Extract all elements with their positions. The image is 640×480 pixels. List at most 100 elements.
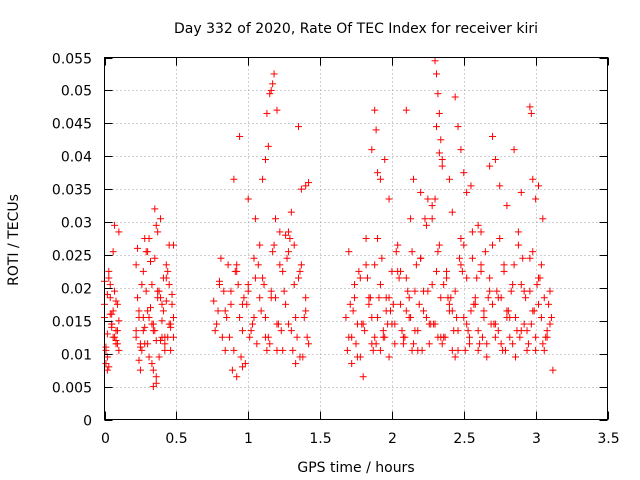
scatter-point xyxy=(106,281,114,289)
scatter-point xyxy=(260,281,268,289)
scatter-point xyxy=(417,254,425,262)
scatter-point xyxy=(233,261,241,269)
scatter-point xyxy=(489,300,497,308)
scatter-point xyxy=(261,156,269,164)
scatter-point xyxy=(432,123,440,131)
scatter-point xyxy=(500,267,508,275)
scatter-point xyxy=(155,353,163,361)
scatter-point xyxy=(244,195,252,203)
scatter-point xyxy=(398,327,406,335)
scatter-point xyxy=(342,313,350,321)
scatter-point xyxy=(351,294,359,302)
scatter-point xyxy=(491,156,499,164)
scatter-point xyxy=(250,313,258,321)
scatter-point xyxy=(496,235,504,242)
scatter-point xyxy=(371,106,379,114)
x-tick-label: 1 xyxy=(244,431,253,447)
scatter-point xyxy=(533,281,541,289)
scatter-point xyxy=(381,156,389,164)
scatter-point xyxy=(287,327,295,335)
scatter-point xyxy=(300,313,308,321)
x-tick-label: 3 xyxy=(532,431,541,447)
scatter-point xyxy=(451,93,459,101)
scatter-point xyxy=(513,327,521,335)
scatter-point xyxy=(263,109,271,117)
scatter-point xyxy=(481,248,489,256)
scatter-point xyxy=(424,195,432,203)
scatter-point xyxy=(302,307,310,315)
scatter-point xyxy=(169,313,177,321)
x-tick-label: 0 xyxy=(101,431,110,447)
scatter-point xyxy=(455,254,463,262)
scatter-point xyxy=(250,254,258,262)
scatter-point xyxy=(409,175,417,183)
scatter-point xyxy=(408,248,416,256)
scatter-point xyxy=(422,313,430,321)
scatter-point xyxy=(108,310,116,318)
scatter-point xyxy=(529,175,537,183)
scatter-point xyxy=(467,182,475,190)
axis-ticks xyxy=(104,57,609,421)
scatter-point xyxy=(282,231,290,239)
scatter-point xyxy=(132,327,140,335)
scatter-point xyxy=(105,363,113,371)
scatter-point xyxy=(356,353,364,361)
scatter-point xyxy=(532,333,540,341)
scatter-point xyxy=(362,235,370,242)
scatter-point xyxy=(434,333,442,341)
scatter-point xyxy=(460,313,468,321)
scatter-point xyxy=(506,333,514,341)
scatter-point xyxy=(453,313,461,321)
scatter-point xyxy=(231,267,239,275)
scatter-point xyxy=(151,205,159,213)
scatter-point xyxy=(234,281,242,289)
scatter-point xyxy=(412,261,420,269)
scatter-point xyxy=(365,300,373,308)
scatter-point xyxy=(457,261,465,269)
scatter-point xyxy=(530,307,538,315)
scatter-point xyxy=(243,300,251,308)
scatter-point xyxy=(109,248,117,256)
scatter-point xyxy=(504,307,512,315)
scatter-point xyxy=(458,267,466,275)
scatter-point xyxy=(365,294,373,302)
scatter-point xyxy=(282,300,290,308)
scatter-point xyxy=(543,327,551,335)
x-tick-label: 2 xyxy=(388,431,397,447)
scatter-point xyxy=(132,261,140,269)
scatter-point xyxy=(432,70,440,78)
scatter-point xyxy=(395,274,403,282)
scatter-point xyxy=(284,320,292,328)
scatter-point xyxy=(256,241,264,249)
scatter-point xyxy=(247,327,255,335)
y-tick-labels: 0 0.005 0.01 0.015 0.02 0.025 0.03 0.035 0.04 0.0… xyxy=(52,52,92,430)
scatter-point xyxy=(514,241,522,249)
scatter-point xyxy=(151,254,159,262)
y-tick-label: 0.03 xyxy=(61,216,92,232)
scatter-point xyxy=(305,340,313,348)
scatter-point xyxy=(516,333,524,341)
scatter-point xyxy=(493,287,501,295)
scatter-point xyxy=(509,340,517,348)
scatter-point xyxy=(296,353,304,361)
scatter-point xyxy=(115,346,123,354)
scatter-point xyxy=(409,340,417,348)
scatter-point xyxy=(474,346,482,354)
scatter-point xyxy=(345,333,353,341)
scatter-point xyxy=(507,287,515,295)
scatter-point xyxy=(460,169,468,177)
scatter-point xyxy=(221,307,229,315)
scatter-point xyxy=(448,307,456,315)
scatter-point xyxy=(266,90,274,98)
scatter-point xyxy=(270,241,278,249)
scatter-point xyxy=(217,254,225,262)
scatter-point xyxy=(535,182,543,190)
scatter-point xyxy=(279,267,287,275)
scatter-point xyxy=(431,195,439,203)
scatter-point xyxy=(287,208,295,216)
x-tick-label: 0.5 xyxy=(165,431,187,447)
scatter-point xyxy=(168,290,176,298)
scatter-point xyxy=(305,179,313,187)
scatter-point xyxy=(399,340,407,348)
scatter-point xyxy=(539,215,547,223)
